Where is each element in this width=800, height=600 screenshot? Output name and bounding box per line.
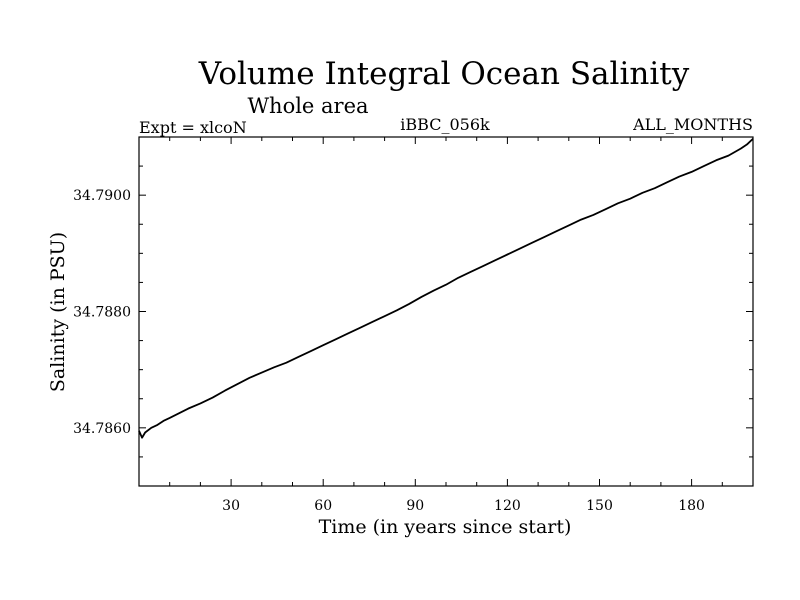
y-tick-label: 34.7860 bbox=[73, 421, 131, 437]
x-tick-label: 60 bbox=[314, 498, 332, 514]
y-axis-label: Salinity (in PSU) bbox=[47, 232, 69, 392]
chart-title: Volume Integral Ocean Salinity bbox=[198, 56, 690, 92]
x-tick-label: 180 bbox=[678, 498, 705, 514]
y-tick-label: 34.7900 bbox=[73, 188, 131, 204]
chart-subtitle: Whole area bbox=[247, 94, 368, 118]
x-tick-label: 150 bbox=[586, 498, 613, 514]
x-axis-label: Time (in years since start) bbox=[319, 516, 572, 538]
series-layer bbox=[138, 138, 754, 439]
x-tick-label: 120 bbox=[494, 498, 521, 514]
plot-frame bbox=[138, 136, 754, 487]
x-tick-label: 30 bbox=[222, 498, 240, 514]
y-axis: 34.7860 34.7880 34.7900 bbox=[73, 165, 753, 458]
x-axis: 30 60 90 120 150 180 bbox=[169, 137, 723, 514]
period-label: ALL_MONTHS bbox=[632, 115, 753, 134]
x-tick-label: 90 bbox=[406, 498, 424, 514]
run-id-label: iBBC_056k bbox=[400, 115, 490, 134]
y-tick-label: 34.7880 bbox=[73, 305, 131, 321]
series-line bbox=[138, 138, 754, 439]
experiment-label: Expt = xlcoN bbox=[139, 118, 247, 137]
